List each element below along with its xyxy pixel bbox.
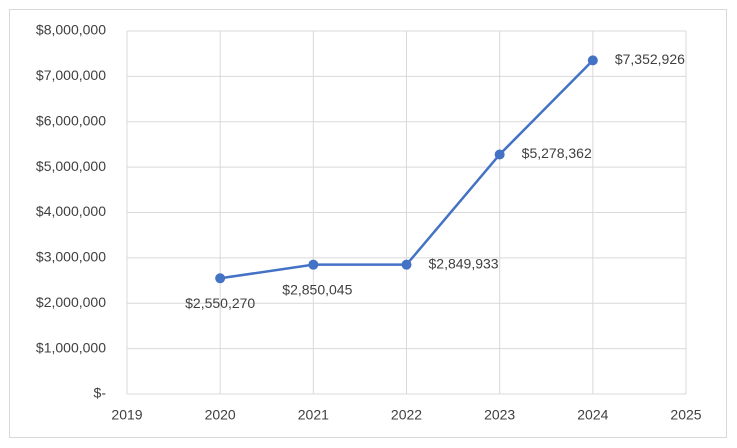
x-tick-label: 2020: [205, 407, 236, 423]
y-tick-label: $6,000,000: [36, 112, 106, 128]
data-label: $2,550,270: [185, 295, 255, 311]
data-label: $7,352,926: [615, 51, 685, 67]
x-tick-label: 2023: [484, 407, 515, 423]
y-tick-label: $1,000,000: [36, 339, 106, 355]
y-tick-label: $4,000,000: [36, 203, 106, 219]
y-tick-label: $7,000,000: [36, 67, 106, 83]
x-tick-label: 2022: [391, 407, 422, 423]
x-tick-label: 2021: [298, 407, 329, 423]
data-point: [494, 149, 505, 160]
x-tick-label: 2025: [670, 407, 701, 423]
y-tick-label: $-: [94, 385, 107, 401]
data-point: [401, 259, 412, 270]
chart-border: [9, 9, 727, 438]
y-tick-label: $8,000,000: [36, 22, 106, 38]
x-tick-label: 2019: [111, 407, 142, 423]
data-point: [587, 55, 598, 66]
data-point: [215, 273, 226, 284]
data-point: [308, 259, 319, 270]
data-label: $2,849,933: [429, 255, 499, 271]
data-label: $5,278,362: [522, 145, 592, 161]
y-tick-label: $2,000,000: [36, 294, 106, 310]
y-tick-label: $3,000,000: [36, 249, 106, 265]
data-label: $2,850,045: [282, 281, 352, 297]
y-tick-label: $5,000,000: [36, 158, 106, 174]
x-tick-label: 2024: [577, 407, 608, 423]
